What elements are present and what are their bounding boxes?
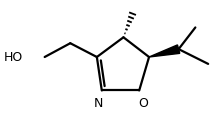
Text: HO: HO: [4, 51, 23, 64]
Text: N: N: [94, 96, 104, 109]
Text: O: O: [138, 96, 148, 109]
Polygon shape: [149, 46, 180, 58]
